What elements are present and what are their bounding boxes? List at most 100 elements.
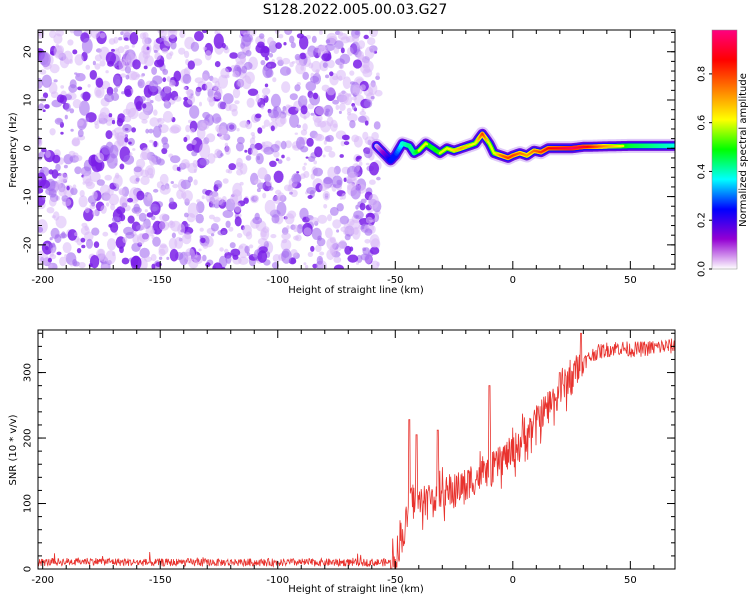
y-tick-label: 200 — [23, 428, 34, 447]
noise-blob — [113, 74, 121, 86]
noise-blob — [119, 197, 128, 208]
noise-blob — [74, 155, 83, 162]
noise-blob — [50, 247, 56, 254]
noise-blob — [82, 91, 91, 102]
noise-blob — [41, 148, 47, 153]
noise-blob — [272, 77, 277, 83]
noise-blob — [71, 137, 80, 147]
noise-blob — [146, 194, 152, 201]
noise-blob — [99, 32, 106, 39]
noise-blob — [321, 53, 332, 62]
noise-blob — [62, 242, 72, 254]
noise-blob — [325, 227, 333, 239]
figure-title: S128.2022.005.00.03.G27 — [263, 2, 448, 18]
noise-blob — [280, 140, 287, 150]
noise-blob — [289, 113, 300, 128]
noise-blob — [239, 163, 248, 175]
noise-blob — [261, 141, 266, 146]
x-tick-label: 0 — [510, 275, 516, 286]
noise-blob — [369, 246, 380, 255]
noise-blob — [136, 190, 145, 201]
noise-blob — [260, 104, 265, 110]
noise-blob — [299, 52, 307, 60]
noise-blob — [94, 63, 101, 70]
noise-blob — [289, 191, 293, 195]
noise-blob — [323, 204, 328, 209]
noise-blob — [352, 104, 357, 111]
noise-blob — [38, 252, 49, 266]
spectrogram-y-ticks: -20 -10 0 10 20 — [23, 31, 675, 265]
noise-blob — [153, 49, 158, 54]
noise-blob — [333, 256, 342, 263]
noise-blob — [139, 247, 150, 259]
noise-blob — [368, 194, 379, 210]
noise-blob — [125, 74, 130, 80]
noise-blob — [228, 226, 234, 232]
noise-blob — [105, 70, 109, 74]
noise-blob — [149, 117, 160, 127]
noise-blob — [54, 117, 64, 125]
noise-blob — [195, 88, 201, 97]
noise-blob — [220, 153, 224, 157]
noise-blob — [140, 169, 149, 178]
noise-blob — [180, 179, 191, 190]
noise-blob — [347, 171, 359, 181]
noise-blob — [55, 182, 62, 190]
noise-blob — [369, 161, 379, 176]
noise-blob — [332, 123, 338, 128]
noise-blob — [280, 66, 291, 76]
noise-blob — [74, 72, 78, 75]
noise-blob — [109, 144, 119, 159]
noise-blob — [81, 222, 88, 228]
noise-blob — [48, 263, 53, 269]
noise-blob — [114, 133, 120, 140]
noise-blob — [347, 254, 359, 263]
noise-blob — [327, 59, 335, 69]
noise-blob — [346, 107, 352, 114]
colorbar-frame — [711, 29, 738, 270]
noise-blob — [153, 140, 158, 148]
noise-blob — [94, 152, 105, 163]
noise-blob — [259, 33, 265, 39]
noise-blob — [336, 203, 344, 212]
noise-blob — [69, 30, 75, 34]
noise-blob — [216, 125, 227, 135]
noise-blob — [151, 263, 156, 269]
noise-blob — [324, 89, 328, 93]
noise-blob — [307, 195, 313, 199]
noise-blob — [267, 64, 272, 68]
noise-blob — [73, 261, 80, 267]
noise-blob — [152, 125, 162, 138]
noise-blob — [234, 216, 242, 227]
colorbar-tick-label: 0.2 — [697, 212, 708, 228]
noise-blob — [155, 262, 162, 267]
noise-blob — [161, 147, 168, 155]
noise-blob — [202, 30, 208, 34]
noise-blob — [278, 34, 284, 39]
noise-blob — [305, 156, 309, 159]
noise-blob — [312, 167, 323, 177]
noise-blob — [325, 74, 330, 79]
noise-blob — [107, 60, 114, 67]
y-tick-label: 0 — [23, 566, 34, 572]
noise-blob — [201, 73, 209, 82]
noise-blob — [146, 97, 151, 102]
noise-blob — [307, 251, 314, 257]
x-tick-label: -50 — [387, 575, 403, 586]
colorbar-tick-label: 0.8 — [697, 66, 708, 82]
noise-blob — [95, 89, 102, 97]
noise-blob — [202, 46, 207, 51]
noise-blob — [94, 123, 100, 129]
noise-blob — [184, 212, 189, 218]
noise-blob — [222, 178, 229, 184]
noise-blob — [246, 97, 255, 108]
noise-blob — [122, 30, 133, 36]
noise-blob — [121, 257, 130, 265]
noise-blob — [261, 125, 266, 129]
noise-blob — [208, 214, 215, 220]
noise-blob — [150, 229, 155, 234]
noise-blob — [91, 227, 100, 236]
noise-blob — [118, 188, 126, 196]
noise-blob — [164, 100, 169, 105]
noise-blob — [281, 81, 291, 93]
